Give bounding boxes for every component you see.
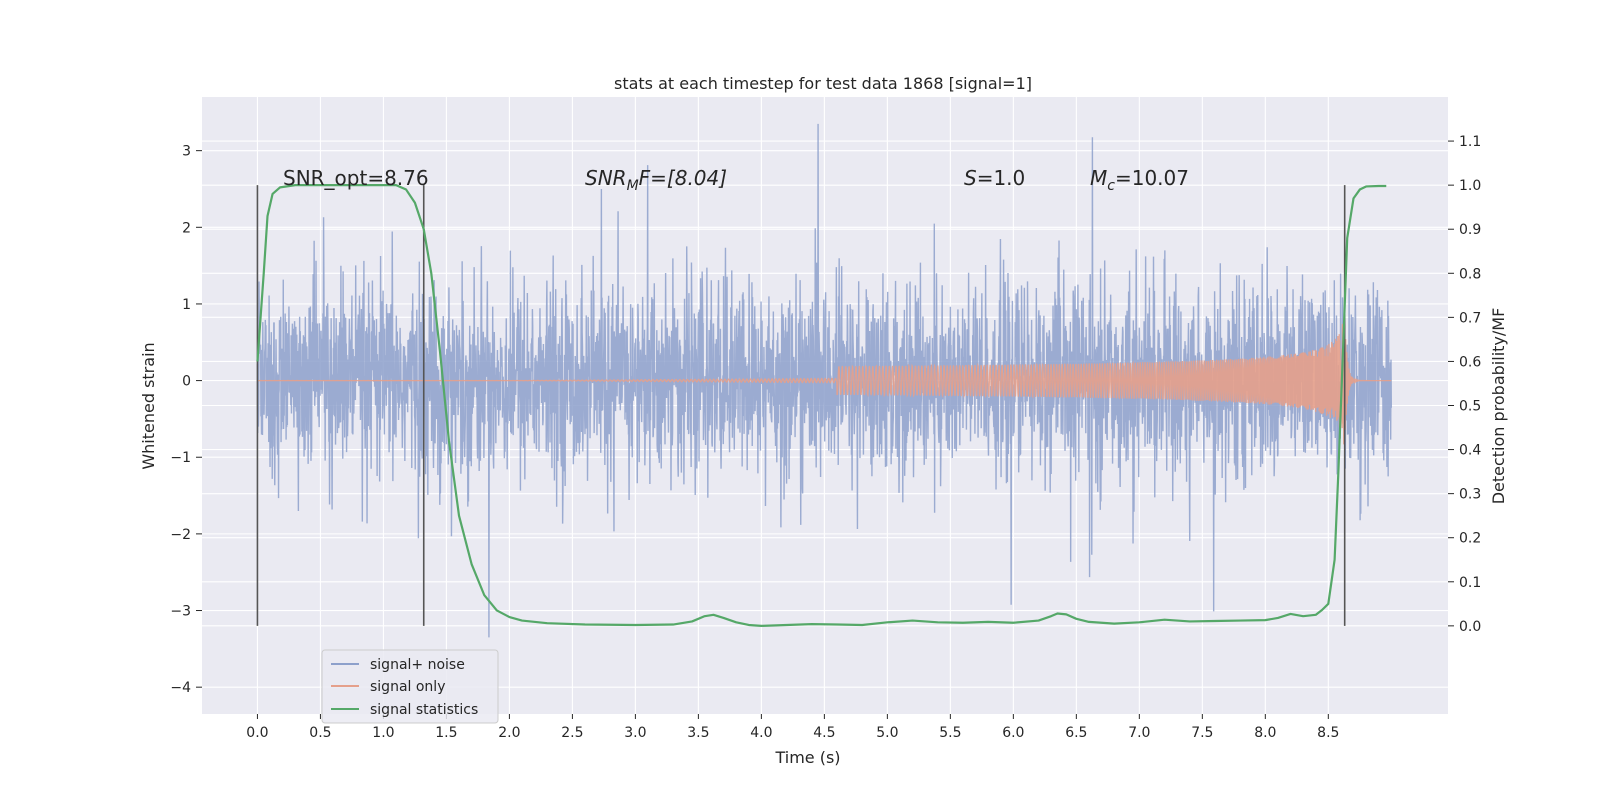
annotations: SNR_opt=8.76 SNRMF=[8.04] S=1.0 Mc=10.07 — [283, 166, 1189, 194]
x-axis-ticks: 0.0 0.5 1.0 1.5 2.0 2.5 3.0 3.5 4.0 4.5 5.0 5.5 6.0 6… — [246, 714, 1339, 741]
y2-tick-label: 0.4 — [1459, 443, 1481, 459]
x-tick-label: 1.5 — [435, 725, 457, 741]
annotation-mc-sub: c — [1107, 178, 1115, 194]
x-tick-label: 8.5 — [1317, 725, 1339, 741]
x-tick-label: 7.0 — [1128, 725, 1150, 741]
series-signal-only — [257, 323, 1392, 445]
annotation-snr-mf-main: SNR — [585, 166, 627, 190]
x-tick-label: 5.5 — [939, 725, 961, 741]
annotation-snr-mf-sub: M — [627, 178, 639, 194]
legend-label-signal-statistics: signal statistics — [370, 702, 478, 718]
series-signal-statistics — [256, 184, 1387, 627]
y-tick-label: 1 — [182, 297, 191, 313]
annotation-s-rest: =1.0 — [977, 166, 1026, 190]
y2-tick-label: 0.1 — [1459, 575, 1481, 591]
x-tick-label: 8.0 — [1254, 725, 1276, 741]
y2-tick-label: 0.2 — [1459, 531, 1481, 547]
y-tick-label: −4 — [170, 680, 191, 696]
annotation-mc-main: M — [1090, 166, 1107, 190]
annotation-snr-mf: SNRMF=[8.04] — [585, 166, 727, 194]
annotation-mc-rest: =10.07 — [1115, 166, 1189, 190]
x-tick-label: 2.0 — [498, 725, 520, 741]
annotation-s-main: S — [964, 166, 977, 190]
legend: signal+ noise signal only signal statist… — [321, 649, 499, 724]
y2-tick-label: 0.0 — [1459, 619, 1481, 635]
x-tick-label: 0.0 — [246, 725, 268, 741]
x-tick-label: 5.0 — [876, 725, 898, 741]
y-tick-label: −1 — [170, 450, 191, 466]
legend-box — [321, 649, 499, 724]
y2-tick-label: 0.3 — [1459, 487, 1481, 503]
x-tick-label: 6.0 — [1002, 725, 1024, 741]
legend-label-signal-only: signal only — [370, 679, 445, 695]
x-tick-label: 4.0 — [750, 725, 772, 741]
y2-tick-label: 0.6 — [1459, 354, 1481, 370]
x-tick-label: 6.5 — [1065, 725, 1087, 741]
y2-tick-label: 0.5 — [1459, 399, 1481, 415]
annotation-mc: Mc=10.07 — [1090, 166, 1189, 194]
y-tick-label: 0 — [182, 374, 191, 390]
signal-statistics-line — [256, 184, 1387, 627]
x-tick-label: 2.5 — [561, 725, 583, 741]
annotation-snr-opt: SNR_opt=8.76 — [283, 166, 429, 190]
x-tick-label: 3.0 — [624, 725, 646, 741]
y-axis-label: Whitened strain — [139, 342, 158, 469]
y2-tick-label: 0.9 — [1459, 222, 1481, 238]
y2-axis-label: Detection probability/MF — [1489, 308, 1508, 505]
y2-tick-label: 1.1 — [1459, 134, 1481, 150]
legend-label-signal-noise: signal+ noise — [370, 657, 465, 673]
x-tick-label: 0.5 — [309, 725, 331, 741]
annotation-snr-mf-rest: F=[8.04] — [639, 166, 727, 190]
y2-tick-label: 0.7 — [1459, 310, 1481, 326]
y2-tick-label: 1.0 — [1459, 178, 1481, 194]
x-tick-label: 1.0 — [372, 725, 394, 741]
x-tick-label: 7.5 — [1191, 725, 1213, 741]
x-tick-label: 3.5 — [687, 725, 709, 741]
y2-tick-label: 0.8 — [1459, 266, 1481, 282]
y-axis-ticks: −4 −3 −2 −1 0 1 2 3 — [170, 144, 202, 696]
y-tick-label: 2 — [182, 220, 191, 236]
plot-content — [256, 123, 1393, 638]
signal-only-line — [257, 323, 1392, 445]
vertical-markers — [256, 185, 1346, 626]
annotation-s: S=1.0 — [964, 166, 1025, 190]
chart-title: stats at each timestep for test data 186… — [614, 74, 1032, 93]
y2-axis-ticks: 0.0 0.1 0.2 0.3 0.4 0.5 0.6 0.7 0.8 0.9 1.0 1.1 — [1448, 134, 1481, 635]
y-tick-label: −2 — [170, 527, 191, 543]
x-axis-label: Time (s) — [774, 748, 840, 767]
y-tick-label: −3 — [170, 604, 191, 620]
x-tick-label: 4.5 — [813, 725, 835, 741]
y-tick-label: 3 — [182, 144, 191, 160]
